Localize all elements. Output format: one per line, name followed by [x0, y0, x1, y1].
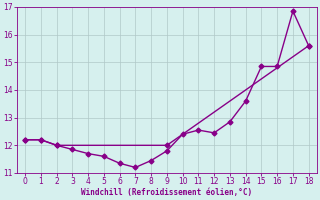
- X-axis label: Windchill (Refroidissement éolien,°C): Windchill (Refroidissement éolien,°C): [81, 188, 252, 197]
